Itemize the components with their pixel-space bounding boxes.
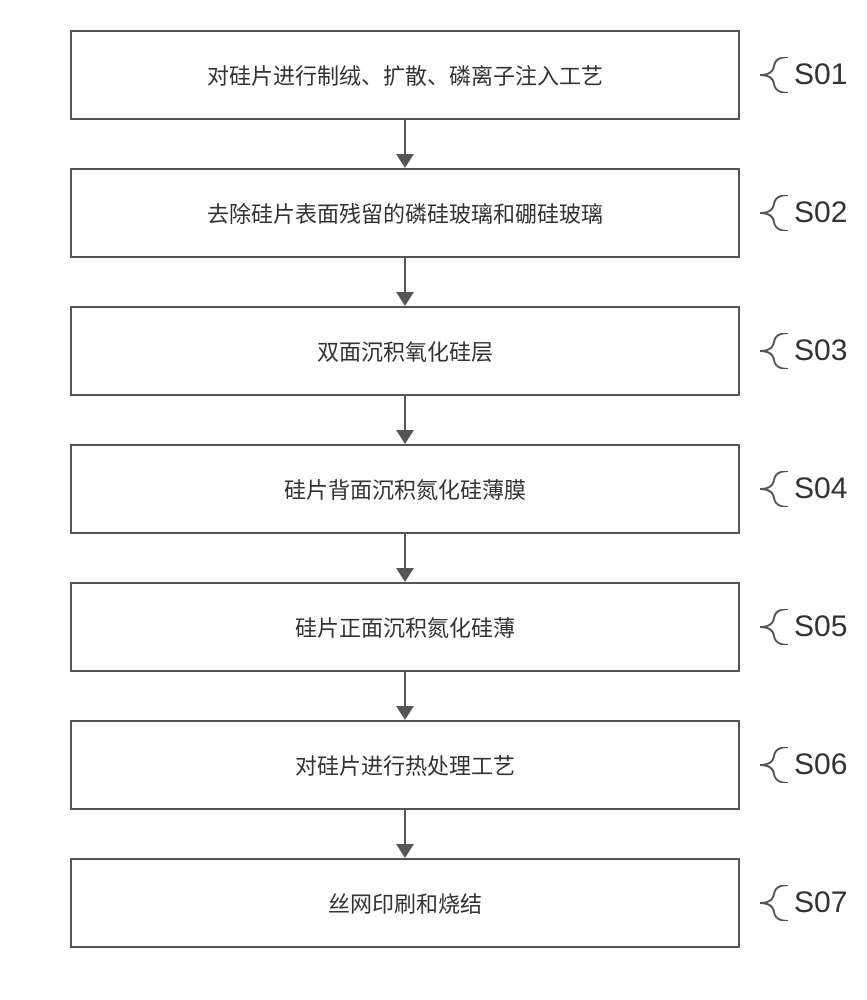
step-text: 硅片正面沉积氮化硅薄 — [295, 611, 515, 643]
step-box-s05: 硅片正面沉积氮化硅薄 — [70, 582, 740, 672]
arrow-down-icon — [396, 292, 414, 306]
arrow-down-icon — [396, 430, 414, 444]
connector-line — [404, 120, 406, 154]
step-label-s03: S03 — [760, 333, 847, 369]
step-box-s03: 双面沉积氧化硅层 — [70, 306, 740, 396]
connector-line — [404, 258, 406, 292]
step-id: S02 — [794, 196, 847, 230]
step-box-s02: 去除硅片表面残留的磷硅玻璃和硼硅玻璃 — [70, 168, 740, 258]
step-id: S01 — [794, 58, 847, 92]
step-text: 对硅片进行热处理工艺 — [295, 749, 515, 781]
step-label-s02: S02 — [760, 195, 847, 231]
connector-line — [404, 672, 406, 706]
flowchart-canvas: 对硅片进行制绒、扩散、磷离子注入工艺 S01 去除硅片表面残留的磷硅玻璃和硼硅玻璃 S… — [0, 0, 867, 1000]
step-id: S05 — [794, 610, 847, 644]
connector-line — [404, 534, 406, 568]
step-id: S07 — [794, 886, 847, 920]
arrow-down-icon — [396, 844, 414, 858]
connector-arrow — [396, 672, 414, 720]
connector-arrow — [396, 534, 414, 582]
step-box-s01: 对硅片进行制绒、扩散、磷离子注入工艺 — [70, 30, 740, 120]
connector-line — [404, 810, 406, 844]
step-label-s05: S05 — [760, 609, 847, 645]
step-box-s06: 对硅片进行热处理工艺 — [70, 720, 740, 810]
arrow-down-icon — [396, 154, 414, 168]
connector-arrow — [396, 120, 414, 168]
step-text: 对硅片进行制绒、扩散、磷离子注入工艺 — [207, 59, 603, 91]
step-id: S03 — [794, 334, 847, 368]
step-text: 硅片背面沉积氮化硅薄膜 — [284, 473, 526, 505]
step-label-s06: S06 — [760, 747, 847, 783]
step-label-s01: S01 — [760, 57, 847, 93]
connector-arrow — [396, 396, 414, 444]
arrow-down-icon — [396, 706, 414, 720]
step-label-s04: S04 — [760, 471, 847, 507]
connector-arrow — [396, 810, 414, 858]
step-text: 双面沉积氧化硅层 — [317, 335, 493, 367]
step-label-s07: S07 — [760, 885, 847, 921]
step-id: S06 — [794, 748, 847, 782]
step-text: 去除硅片表面残留的磷硅玻璃和硼硅玻璃 — [207, 197, 603, 229]
arrow-down-icon — [396, 568, 414, 582]
step-box-s07: 丝网印刷和烧结 — [70, 858, 740, 948]
step-box-s04: 硅片背面沉积氮化硅薄膜 — [70, 444, 740, 534]
step-id: S04 — [794, 472, 847, 506]
connector-line — [404, 396, 406, 430]
connector-arrow — [396, 258, 414, 306]
step-text: 丝网印刷和烧结 — [328, 887, 482, 919]
